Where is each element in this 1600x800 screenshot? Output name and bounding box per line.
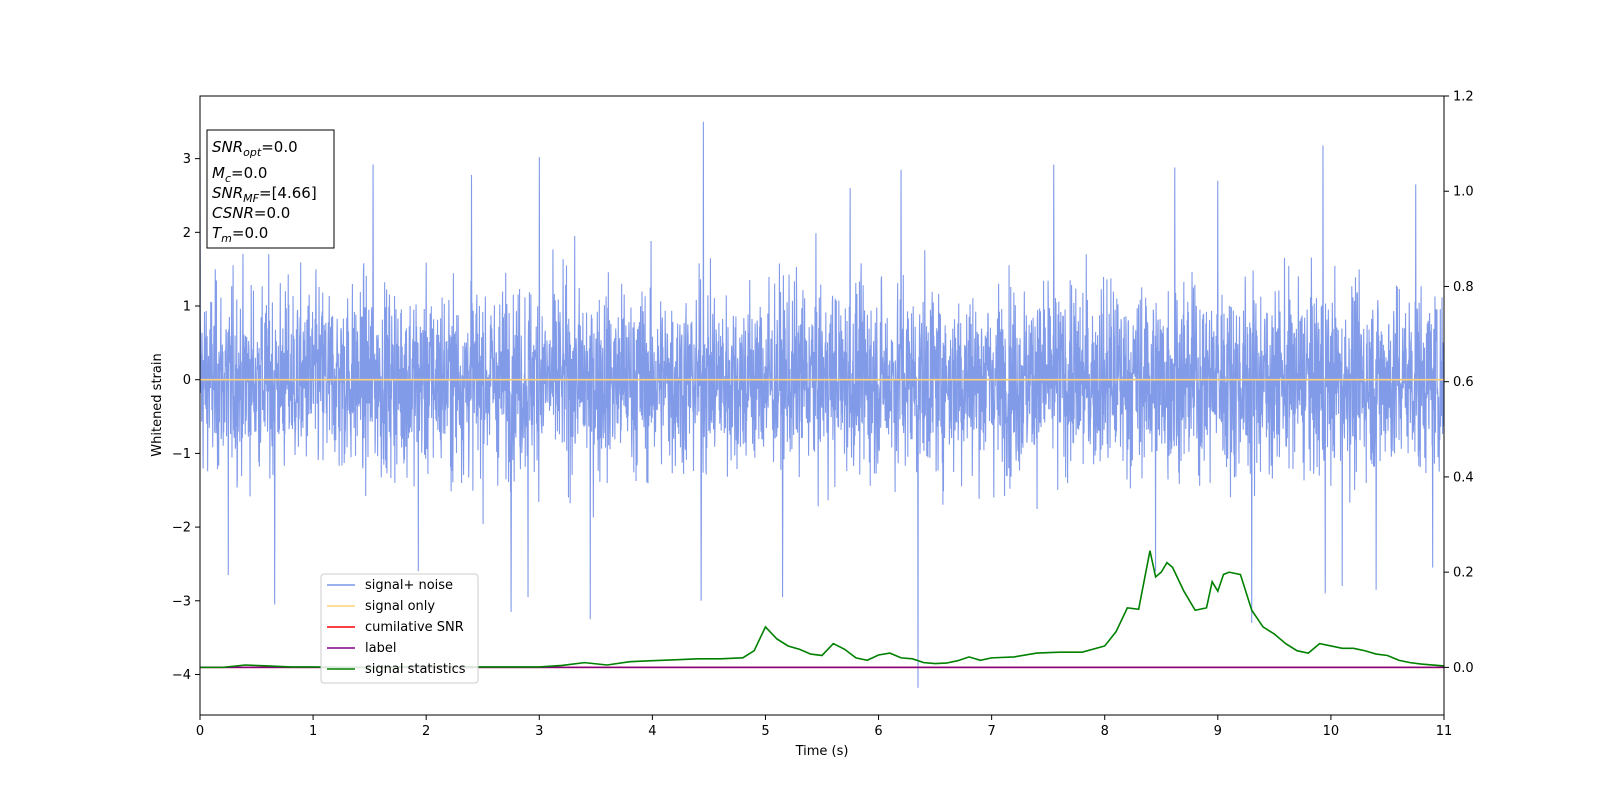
y-axis-left: −4 −3 −2 −1 0 1 2 3	[172, 152, 200, 683]
y-left-tick-label: 0	[183, 373, 191, 388]
x-tick-label: 11	[1436, 724, 1453, 739]
x-tick-label: 9	[1214, 724, 1222, 739]
y-left-tick-label: 2	[183, 226, 191, 241]
x-tick-label: 2	[422, 724, 430, 739]
y-right-tick-label: 0.6	[1453, 375, 1474, 390]
y-left-tick-label: −1	[172, 447, 191, 462]
info-tm: Tm=0.0	[212, 224, 268, 245]
info-box: SNRopt=0.0 Mc=0.0 SNRMF=[4.66] CSNR=0.0 …	[206, 129, 335, 249]
noise-series	[200, 121, 1444, 688]
x-tick-label: 0	[196, 724, 204, 739]
y-left-tick-label: −4	[172, 668, 191, 683]
info-csnr: CSNR=0.0	[212, 204, 290, 222]
legend-label-label: label	[365, 641, 396, 656]
y-left-tick-label: −2	[172, 521, 191, 536]
legend-item-signal-noise: signal+ noise	[327, 578, 453, 593]
legend-label-signal-only: signal only	[365, 599, 435, 614]
y-left-tick-label: 1	[183, 300, 191, 315]
legend-label-signal-noise: signal+ noise	[365, 578, 453, 593]
x-tick-label: 4	[648, 724, 656, 739]
y-right-tick-label: 1.2	[1453, 90, 1474, 105]
legend-frame	[320, 573, 479, 684]
y-right-tick-label: 0.4	[1453, 470, 1474, 485]
plot-frame	[199, 95, 1445, 716]
y-right-tick-label: 0.2	[1453, 566, 1474, 581]
x-tick-label: 10	[1323, 724, 1340, 739]
y-right-tick-label: 0.8	[1453, 280, 1474, 295]
y-right-tick-label: 1.0	[1453, 185, 1474, 200]
info-snr-mf: SNRMF=[4.66]	[212, 184, 317, 205]
legend-label-cumilative-snr: cumilative SNR	[365, 620, 464, 635]
x-axis-label: Time (s)	[795, 744, 849, 759]
y-right-tick-label: 0.0	[1453, 661, 1474, 676]
signal-statistics-line	[200, 550, 1444, 669]
legend-label-signal-statistics: signal statistics	[365, 662, 466, 677]
x-tick-label: 6	[874, 724, 882, 739]
info-snr-opt: SNRopt=0.0	[212, 138, 298, 159]
x-tick-label: 5	[761, 724, 769, 739]
x-tick-label: 1	[309, 724, 317, 739]
legend-item-signal-statistics: signal statistics	[327, 662, 466, 677]
x-axis: 0 1 2 3 4 5 6 7 8 9 10 11	[196, 715, 1452, 739]
legend-item-signal-only: signal only	[327, 599, 435, 614]
x-tick-label: 3	[535, 724, 543, 739]
info-box-frame	[206, 129, 335, 249]
signal-noise-line	[200, 121, 1444, 688]
x-tick-label: 8	[1101, 724, 1109, 739]
info-mc: Mc=0.0	[212, 164, 267, 185]
legend: signal+ noise signal only cumilative SNR…	[320, 573, 479, 684]
legend-item-label: label	[327, 641, 396, 656]
x-tick-label: 7	[987, 724, 995, 739]
y-left-tick-label: −3	[172, 594, 191, 609]
y-left-tick-label: 3	[183, 152, 191, 167]
y-axis-label: Whitened strain	[150, 353, 165, 456]
y-axis-right: 0.0 0.2 0.4 0.6 0.8 1.0 1.2	[1444, 90, 1474, 676]
legend-item-cumilative-snr: cumilative SNR	[327, 620, 464, 635]
